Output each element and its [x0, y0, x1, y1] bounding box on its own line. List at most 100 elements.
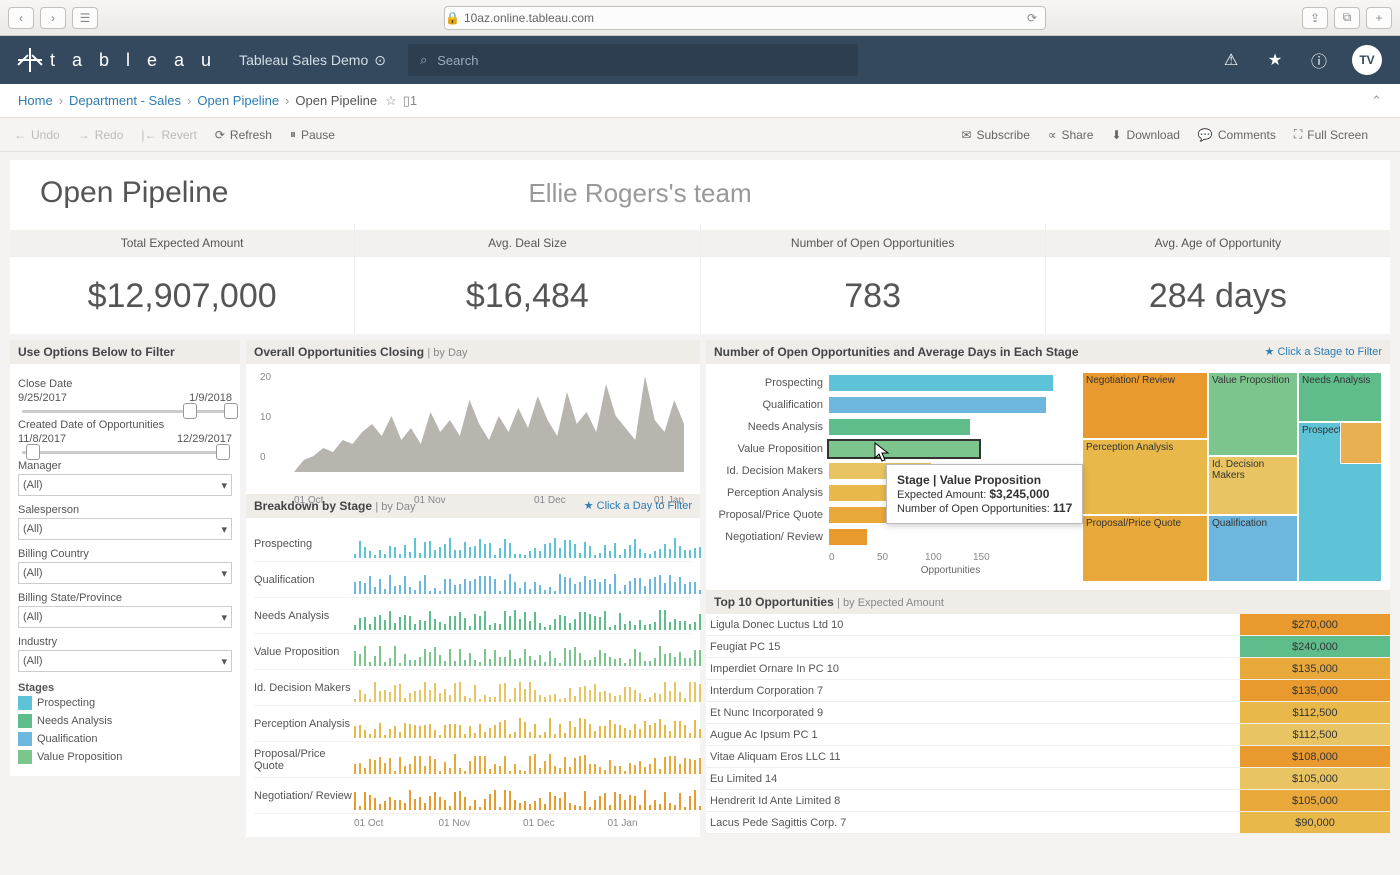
tabs-icon[interactable]: ⧉ — [1334, 7, 1360, 29]
url-bar[interactable]: 🔒 10az.online.tableau.com ⟳ — [444, 6, 1046, 30]
avatar[interactable]: TV — [1352, 45, 1382, 75]
favorites-icon[interactable]: ★ — [1264, 49, 1286, 71]
kpi-card: Avg. Age of Opportunity284 days — [1046, 224, 1390, 334]
breakdown-row[interactable]: Needs Analysis — [254, 598, 692, 634]
slider-handle-from[interactable] — [183, 403, 197, 419]
app-header: t a b l e a u Tableau Sales Demo ⊙ ⌕ Sea… — [0, 36, 1400, 84]
logo[interactable]: t a b l e a u — [18, 48, 217, 72]
filter-dropdown[interactable]: (All)▾ — [18, 474, 232, 496]
fullscreen-button[interactable]: ⛶Full Screen — [1294, 127, 1368, 142]
breakdown-row[interactable]: Negotiation/ Review — [254, 778, 692, 814]
new-tab-button[interactable]: + — [1366, 7, 1392, 29]
back-button[interactable]: ‹ — [8, 7, 34, 29]
brand-text: t a b l e a u — [50, 50, 217, 71]
redo-button[interactable]: →Redo — [78, 128, 124, 142]
top10-title: Top 10 Opportunities | by Expected Amoun… — [706, 590, 1390, 614]
stage-panel-title: Number of Open Opportunities and Average… — [706, 340, 1390, 364]
comments-button[interactable]: 💬Comments — [1198, 128, 1276, 142]
slider-handle-from[interactable] — [26, 444, 40, 460]
breadcrumb-link[interactable]: Home — [18, 93, 53, 108]
site-selector[interactable]: Tableau Sales Demo ⊙ — [239, 52, 386, 69]
filters-column: Use Options Below to Filter Close Date 9… — [10, 340, 240, 837]
kpi-value: $16,484 — [355, 277, 699, 316]
filter-dropdown[interactable]: (All)▾ — [18, 606, 232, 628]
kpi-card: Avg. Deal Size$16,484 — [355, 224, 700, 334]
pause-button[interactable]: ⏸Pause — [290, 127, 335, 142]
legend-item[interactable]: Qualification — [18, 732, 128, 746]
top10-table[interactable]: Ligula Donec Luctus Ltd 10 $270,000 Feug… — [706, 614, 1390, 834]
legend-swatch — [18, 750, 32, 764]
stage-row[interactable]: Negotiation/ Review — [714, 526, 1072, 548]
download-button[interactable]: ⬇Download — [1111, 128, 1179, 142]
legend-item[interactable]: Value Proposition — [18, 750, 128, 764]
table-row[interactable]: Eu Limited 14 $105,000 — [706, 768, 1390, 790]
stage-row[interactable]: Qualification — [714, 394, 1072, 416]
treemap-cell[interactable]: Qualification — [1208, 515, 1298, 582]
share-icon[interactable]: ⇪ — [1302, 7, 1328, 29]
table-row[interactable]: Hendrerit Id Ante Limited 8 $105,000 — [706, 790, 1390, 812]
treemap-cell[interactable] — [1340, 422, 1382, 464]
treemap-cell[interactable]: Proposal/Price Quote — [1082, 515, 1208, 582]
table-row[interactable]: Et Nunc Incorporated 9 $112,500 — [706, 702, 1390, 724]
breakdown-row[interactable]: Qualification — [254, 562, 692, 598]
breadcrumb-link[interactable]: Department - Sales — [69, 93, 181, 108]
breakdown-chart[interactable]: ProspectingQualificationNeeds AnalysisVa… — [246, 518, 700, 837]
refresh-button[interactable]: ⟳Refresh — [215, 128, 272, 142]
chevron-down-icon: ▾ — [221, 655, 227, 668]
logo-mark-icon — [18, 48, 42, 72]
chevron-down-icon: ▾ — [221, 523, 227, 536]
kpi-label: Number of Open Opportunities — [701, 230, 1045, 257]
breakdown-row[interactable]: Id. Decision Makers — [254, 670, 692, 706]
table-row[interactable]: Imperdiet Ornare In PC 10 $135,000 — [706, 658, 1390, 680]
alerts-icon[interactable]: ⚠ — [1220, 49, 1242, 71]
treemap-cell[interactable]: Value Proposition — [1208, 372, 1298, 456]
undo-button[interactable]: ←Undo — [14, 128, 60, 142]
views-icon[interactable]: ▯1 — [403, 93, 417, 109]
stage-row[interactable]: Needs Analysis — [714, 416, 1072, 438]
stage-row[interactable]: Value Proposition — [714, 438, 1072, 460]
stage-row[interactable]: Prospecting — [714, 372, 1072, 394]
reload-icon[interactable]: ⟳ — [1027, 11, 1045, 25]
revert-button[interactable]: |←Revert — [141, 128, 196, 142]
redo-icon: → — [78, 128, 90, 142]
info-icon[interactable]: ⓘ — [1308, 49, 1330, 71]
table-row[interactable]: Lacus Pede Sagittis Corp. 7 $90,000 — [706, 812, 1390, 834]
kpi-label: Avg. Age of Opportunity — [1046, 230, 1390, 257]
treemap-cell[interactable]: Id. Decision Makers — [1208, 456, 1298, 515]
breakdown-row[interactable]: Perception Analysis — [254, 706, 692, 742]
breakdown-row[interactable]: Proposal/Price Quote — [254, 742, 692, 778]
filter-dropdown[interactable]: (All)▾ — [18, 562, 232, 584]
star-icon[interactable]: ☆ — [385, 93, 397, 109]
legend-item[interactable]: Needs Analysis — [18, 714, 128, 728]
sidebar-toggle[interactable]: ☰ — [72, 7, 98, 29]
treemap-cell[interactable]: Negotiation/ Review — [1082, 372, 1208, 439]
kpi-value: $12,907,000 — [10, 277, 354, 316]
slider-handle-to[interactable] — [224, 403, 238, 419]
table-row[interactable]: Vitae Aliquam Eros LLC 11 $108,000 — [706, 746, 1390, 768]
table-row[interactable]: Ligula Donec Luctus Ltd 10 $270,000 — [706, 614, 1390, 636]
breadcrumb-link[interactable]: Open Pipeline — [197, 93, 279, 108]
filter-dropdown[interactable]: (All)▾ — [18, 518, 232, 540]
download-icon: ⬇ — [1111, 128, 1121, 142]
slider-handle-to[interactable] — [216, 444, 230, 460]
area-chart[interactable]: 2010001 Oct01 Nov01 Dec01 Jan — [254, 372, 692, 492]
legend-item[interactable]: Prospecting — [18, 696, 128, 710]
stage-filter-link[interactable]: ★ Click a Stage to Filter — [1265, 345, 1382, 359]
share-button[interactable]: ∝Share — [1048, 128, 1094, 142]
undo-icon: ← — [14, 128, 26, 142]
treemap[interactable]: Negotiation/ ReviewPerception AnalysisPr… — [1082, 372, 1382, 582]
forward-button[interactable]: › — [40, 7, 66, 29]
date-slider[interactable] — [22, 410, 228, 413]
breakdown-row[interactable]: Value Proposition — [254, 634, 692, 670]
table-row[interactable]: Interdum Corporation 7 $135,000 — [706, 680, 1390, 702]
search-input[interactable]: ⌕ Search — [408, 44, 858, 76]
collapse-icon[interactable]: ⌃ — [1371, 93, 1382, 109]
breakdown-row[interactable]: Prospecting — [254, 526, 692, 562]
filter-dropdown[interactable]: (All)▾ — [18, 650, 232, 672]
table-row[interactable]: Feugiat PC 15 $240,000 — [706, 636, 1390, 658]
table-row[interactable]: Augue Ac Ipsum PC 1 $112,500 — [706, 724, 1390, 746]
date-slider[interactable] — [22, 451, 228, 454]
subscribe-button[interactable]: ✉Subscribe — [961, 128, 1029, 142]
treemap-cell[interactable]: Needs Analysis — [1298, 372, 1382, 422]
treemap-cell[interactable]: Perception Analysis — [1082, 439, 1208, 515]
